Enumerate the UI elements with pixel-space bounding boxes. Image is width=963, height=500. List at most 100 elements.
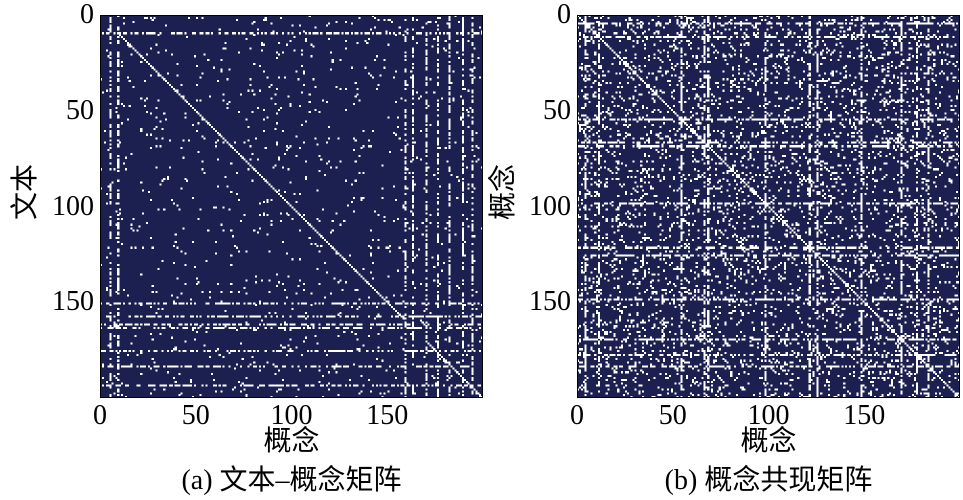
nonzero-cell [601, 36, 604, 39]
nonzero-cell [260, 175, 263, 178]
nonzero-cell [448, 15, 451, 18]
nonzero-cell [383, 219, 386, 222]
nonzero-cell [339, 315, 342, 318]
nonzero-cell [121, 394, 124, 397]
nonzero-cell [331, 219, 334, 222]
nonzero-cell [412, 129, 415, 132]
nonzero-cell [699, 85, 702, 88]
nonzero-cell [302, 340, 306, 343]
nonzero-cell [442, 300, 445, 303]
nonzero-cell [358, 392, 361, 395]
nonzero-cell [915, 122, 919, 125]
nonzero-cell [448, 285, 451, 288]
nonzero-cell [182, 327, 185, 330]
nonzero-cell [237, 51, 240, 54]
nonzero-cell [667, 105, 670, 108]
nonzero-cell [787, 78, 790, 81]
nonzero-cell [915, 106, 919, 109]
nonzero-cell [119, 34, 122, 37]
nonzero-cell [655, 24, 658, 27]
nonzero-cell [276, 112, 279, 115]
nonzero-cell [448, 106, 451, 109]
nonzero-cell [676, 129, 679, 132]
nonzero-cell [659, 36, 662, 39]
nonzero-cell [644, 126, 647, 129]
nonzero-cell [889, 15, 892, 18]
nonzero-cell [843, 36, 846, 39]
nonzero-cell [726, 101, 729, 104]
nonzero-cell [810, 36, 813, 39]
nonzero-cell [937, 124, 940, 127]
nonzero-cell [475, 145, 478, 148]
nonzero-cell [117, 250, 120, 253]
nonzero-cell [829, 114, 832, 117]
nonzero-cell [448, 131, 451, 134]
nonzero-cell [289, 329, 292, 332]
nonzero-cell [915, 60, 919, 64]
nonzero-cell [100, 263, 103, 267]
nonzero-cell [425, 189, 428, 192]
nonzero-cell [425, 285, 428, 288]
nonzero-cell [619, 57, 622, 60]
nonzero-cell [741, 118, 744, 121]
nonzero-cell [634, 32, 637, 35]
nonzero-cell [839, 114, 842, 117]
nonzero-cell [304, 365, 307, 368]
nonzero-cell [226, 185, 229, 188]
nonzero-cell [737, 101, 740, 104]
nonzero-cell [734, 53, 737, 56]
y-tick-label: 50 [66, 94, 94, 126]
nonzero-cell [680, 78, 683, 81]
nonzero-cell [783, 126, 786, 129]
nonzero-cell [747, 41, 750, 44]
nonzero-cell [688, 24, 691, 27]
nonzero-cell [289, 145, 292, 148]
nonzero-cell [172, 315, 175, 318]
nonzero-cell [107, 327, 110, 330]
nonzero-cell [578, 45, 581, 48]
nonzero-cell [582, 34, 585, 37]
nonzero-cell [180, 187, 183, 190]
nonzero-cell [427, 384, 430, 387]
nonzero-cell [341, 302, 344, 305]
nonzero-cell [153, 323, 156, 326]
nonzero-cell [785, 36, 788, 39]
nonzero-cell [839, 22, 842, 25]
nonzero-cell [109, 187, 112, 190]
nonzero-cell [894, 41, 897, 44]
nonzero-cell [619, 36, 622, 39]
nonzero-cell [923, 76, 926, 79]
nonzero-cell [333, 365, 336, 368]
nonzero-cell [448, 55, 451, 58]
nonzero-cell [117, 53, 120, 56]
nonzero-cell [109, 147, 112, 150]
nonzero-cell [373, 317, 376, 320]
nonzero-cell [471, 131, 474, 134]
nonzero-cell [341, 32, 344, 35]
nonzero-cell [253, 168, 256, 171]
nonzero-cell [404, 139, 407, 142]
nonzero-cell [766, 118, 769, 121]
nonzero-cell [262, 212, 265, 215]
nonzero-cell [768, 36, 771, 39]
nonzero-cell [176, 246, 179, 249]
nonzero-cell [598, 93, 601, 96]
nonzero-cell [577, 15, 580, 18]
nonzero-cell [630, 22, 633, 25]
nonzero-cell [933, 59, 936, 62]
nonzero-cell [454, 315, 457, 318]
nonzero-cell [262, 70, 265, 73]
nonzero-cell [295, 292, 298, 295]
nonzero-cell [316, 244, 319, 247]
nonzero-cell [946, 78, 949, 81]
nonzero-cell [850, 22, 853, 25]
nonzero-cell [915, 99, 919, 102]
nonzero-cell [697, 22, 700, 25]
nonzero-cell [356, 93, 359, 96]
nonzero-cell [894, 43, 897, 46]
nonzero-cell [747, 22, 750, 25]
nonzero-cell [875, 36, 878, 39]
nonzero-cell [862, 45, 865, 48]
nonzero-cell [883, 129, 886, 132]
nonzero-cell [437, 296, 440, 299]
